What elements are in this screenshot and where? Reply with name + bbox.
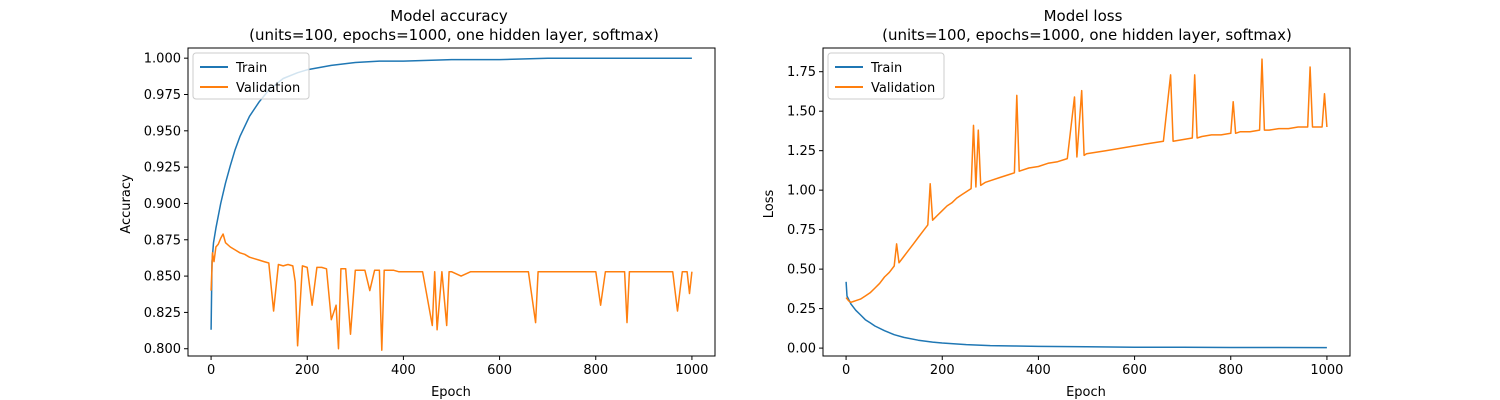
- accuracy-y-tick-label: 0.975: [144, 88, 181, 103]
- accuracy-legend-label-train: Train: [235, 61, 267, 76]
- loss-y-tick-label: 0.75: [787, 223, 816, 238]
- loss-x-tick-label: 400: [1026, 363, 1051, 378]
- accuracy-chart-subtitle: (units=100, epochs=1000, one hidden laye…: [249, 26, 659, 44]
- loss-legend-label-validation: Validation: [871, 81, 935, 96]
- loss-y-tick-label: 0.50: [787, 263, 816, 278]
- accuracy-y-tick-label: 0.925: [144, 161, 181, 176]
- loss-x-tick-label: 1000: [1310, 363, 1343, 378]
- accuracy-x-axis-label: Epoch: [431, 385, 471, 400]
- loss-x-tick-label: 600: [1122, 363, 1147, 378]
- accuracy-y-axis-label: Accuracy: [119, 174, 134, 234]
- accuracy-y-tick-label: 0.800: [144, 342, 181, 357]
- loss-y-tick-label: 0.00: [787, 342, 816, 357]
- loss-y-tick-label: 1.50: [787, 105, 816, 120]
- accuracy-legend-label-validation: Validation: [236, 81, 300, 96]
- loss-y-tick-label: 1.00: [787, 184, 816, 199]
- accuracy-y-tick-label: 0.825: [144, 306, 181, 321]
- loss-y-tick-label: 1.25: [787, 144, 816, 159]
- loss-y-tick-label: 0.25: [787, 302, 816, 317]
- loss-x-tick-label: 0: [842, 363, 850, 378]
- accuracy-x-tick-label: 1000: [675, 363, 708, 378]
- loss-chart-subtitle: (units=100, epochs=1000, one hidden laye…: [882, 26, 1292, 44]
- loss-series-train-line: [845, 281, 1327, 349]
- accuracy-plot-frame: [187, 47, 716, 357]
- accuracy-chart-title: Model accuracy: [390, 7, 508, 25]
- loss-x-tick-label: 800: [1218, 363, 1243, 378]
- accuracy-y-tick-label: 0.900: [144, 197, 181, 212]
- loss-chart-title: Model loss: [1044, 7, 1123, 25]
- accuracy-y-tick-label: 1.000: [144, 52, 181, 67]
- loss-plot-frame: [822, 47, 1351, 357]
- loss-legend-label-train: Train: [870, 61, 902, 76]
- loss-y-axis-label: Loss: [762, 190, 777, 219]
- loss-series-validation-line: [845, 58, 1328, 304]
- accuracy-y-tick-label: 0.950: [144, 124, 181, 139]
- accuracy-x-tick-label: 0: [207, 363, 215, 378]
- accuracy-x-tick-label: 200: [295, 363, 320, 378]
- loss-x-axis-label: Epoch: [1066, 385, 1106, 400]
- accuracy-y-tick-label: 0.875: [144, 233, 181, 248]
- accuracy-x-tick-label: 400: [391, 363, 416, 378]
- loss-x-tick-label: 200: [930, 363, 955, 378]
- accuracy-series-validation-line: [210, 233, 693, 351]
- accuracy-y-tick-label: 0.850: [144, 270, 181, 285]
- accuracy-panel: Model accuracy (units=100, epochs=1000, …: [119, 7, 716, 400]
- loss-y-tick-label: 1.75: [787, 65, 816, 80]
- accuracy-x-tick-label: 800: [583, 363, 608, 378]
- loss-panel: Model loss (units=100, epochs=1000, one …: [762, 7, 1351, 400]
- accuracy-x-tick-label: 600: [487, 363, 512, 378]
